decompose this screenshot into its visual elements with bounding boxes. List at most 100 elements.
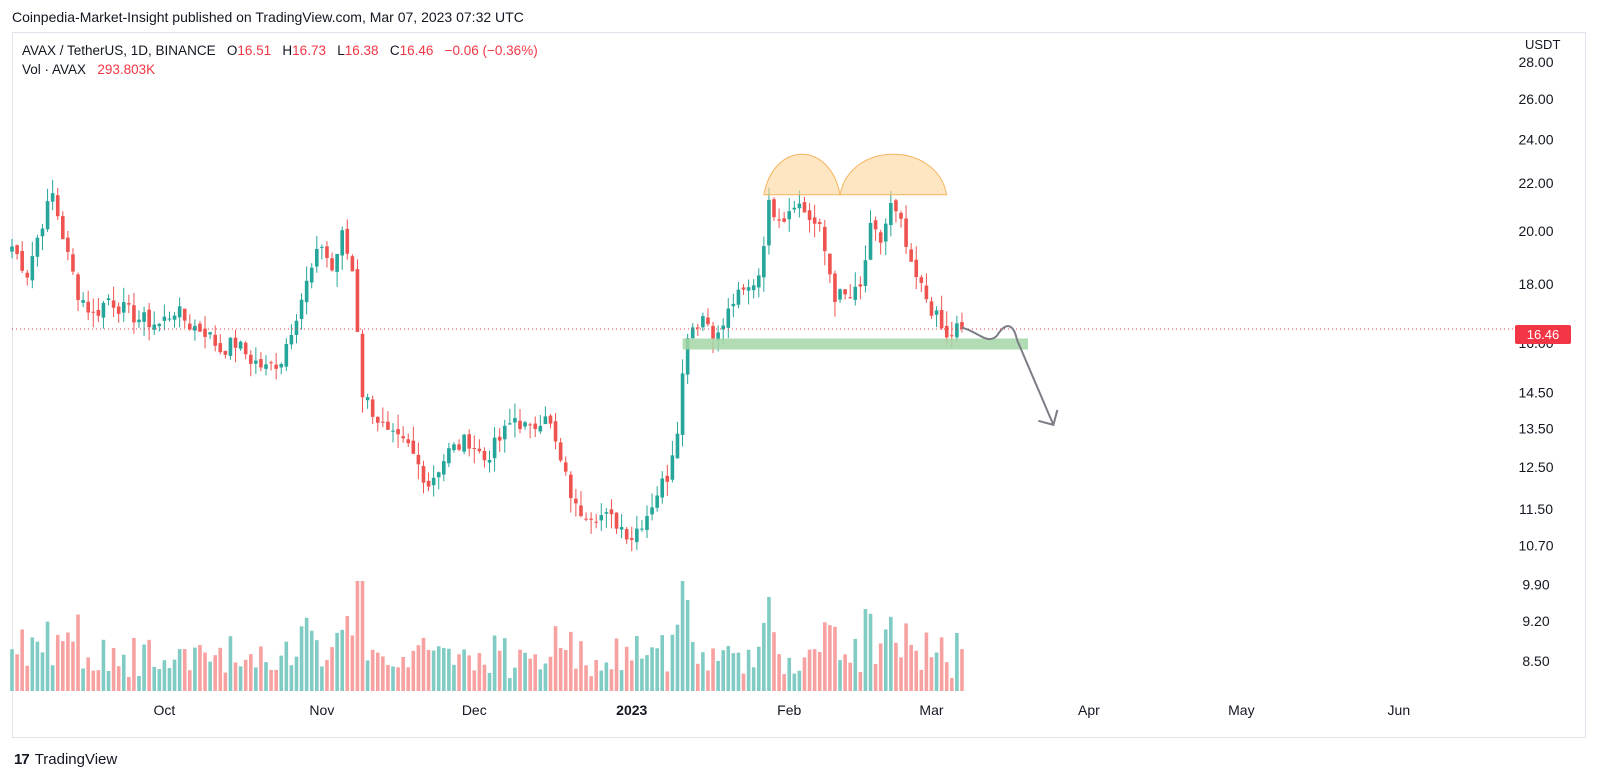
candle-body [91,311,96,313]
volume-bar [391,666,395,691]
candle-body [452,444,456,451]
price-axis-unit: USDT [1525,37,1561,52]
volume-bar [508,678,512,691]
volume-bar [436,646,441,691]
candle-body [878,232,883,243]
volume-bar [767,596,771,691]
volume-bar [101,639,106,691]
candle-body [482,450,487,461]
candle-body [675,433,680,459]
candle-body [741,287,746,290]
volume-bar [853,638,858,691]
candle-body [721,325,725,330]
candle-body [635,528,639,543]
volume-bar [868,613,873,691]
candle-body [716,332,720,341]
candle-body [172,315,177,320]
volume-bar [701,652,705,691]
candle-body [142,312,146,322]
footer-brand[interactable]: 17 TradingView [14,751,117,768]
candle-body [15,245,19,255]
volume-bar [599,670,604,691]
volume-bar [416,645,421,691]
volume-bar [462,649,466,691]
volume-bar [746,649,751,691]
volume-bar [741,673,746,691]
volume-bar [218,647,223,691]
volume-value: 293.803K [97,62,156,77]
volume-bar [487,672,492,691]
volume-bar [726,646,731,691]
volume-bar [40,652,45,691]
candle-body [61,216,65,240]
volume-bar [182,649,187,691]
candle-body [711,325,715,339]
candle-body [751,285,756,291]
y-tick-label: 18.00 [1518,276,1553,292]
volume-bar [817,651,822,691]
candle-body [833,273,837,303]
volume-bar [533,654,538,691]
candle-body [431,477,436,486]
volume-bar [919,669,924,691]
candle-body [71,254,75,272]
volume-bar [61,641,65,691]
candle-body [228,337,233,356]
volume-bar [944,662,949,691]
volume-bar [335,632,339,691]
candle-body [264,364,268,369]
volume-bar [675,624,680,691]
candle-body [645,516,649,530]
candle-body [106,298,111,301]
volume-bar [624,646,629,691]
volume-bar [894,642,898,691]
candle-body [553,421,558,442]
candle-body [40,228,45,237]
candle-body [604,512,609,514]
volume-bar [889,616,893,691]
volume-bar [223,672,228,691]
candle-body [401,436,405,439]
y-tick-label: 14.50 [1518,385,1553,401]
candle-body [421,466,426,483]
volume-bar [569,631,573,691]
y-tick-label: 24.00 [1518,131,1553,147]
volume-bar [777,654,781,691]
candle-body [274,364,278,369]
candle-body [802,202,807,213]
candle-body [701,316,705,328]
candle-body [919,277,924,283]
candle-body [792,207,797,210]
volume-bar [680,581,685,691]
symbol-legend: AVAX / TetherUS, 1D, BINANCE O16.51 H16.… [22,41,538,79]
candle-body [685,338,690,375]
candle-body [650,507,654,515]
volume-bar [248,654,253,691]
volume-bar [76,614,80,691]
candle-body [238,341,243,349]
volume-bar [762,622,766,691]
x-tick-label: Apr [1078,702,1100,718]
volume-bar [878,643,883,691]
volume-bar [909,644,913,691]
candle-body [35,237,40,257]
candle-body [619,527,624,530]
candle-body [86,301,90,313]
y-tick-label: 12.50 [1518,459,1553,475]
volume-bar [685,600,690,691]
volume-bar [553,626,558,691]
volume-bar [10,649,14,691]
volume-bar [584,665,588,691]
volume-bar [198,645,202,691]
volume-bar [792,673,797,691]
volume-bar [30,637,35,691]
volume-bar [55,634,60,691]
volume-bar [797,670,802,691]
candle-body [640,528,644,530]
candle-body [944,325,949,338]
volume-bar [823,622,827,691]
tradingview-logo-icon: 17 [14,751,30,768]
volume-bar [340,629,344,691]
chart-frame [12,32,1586,738]
